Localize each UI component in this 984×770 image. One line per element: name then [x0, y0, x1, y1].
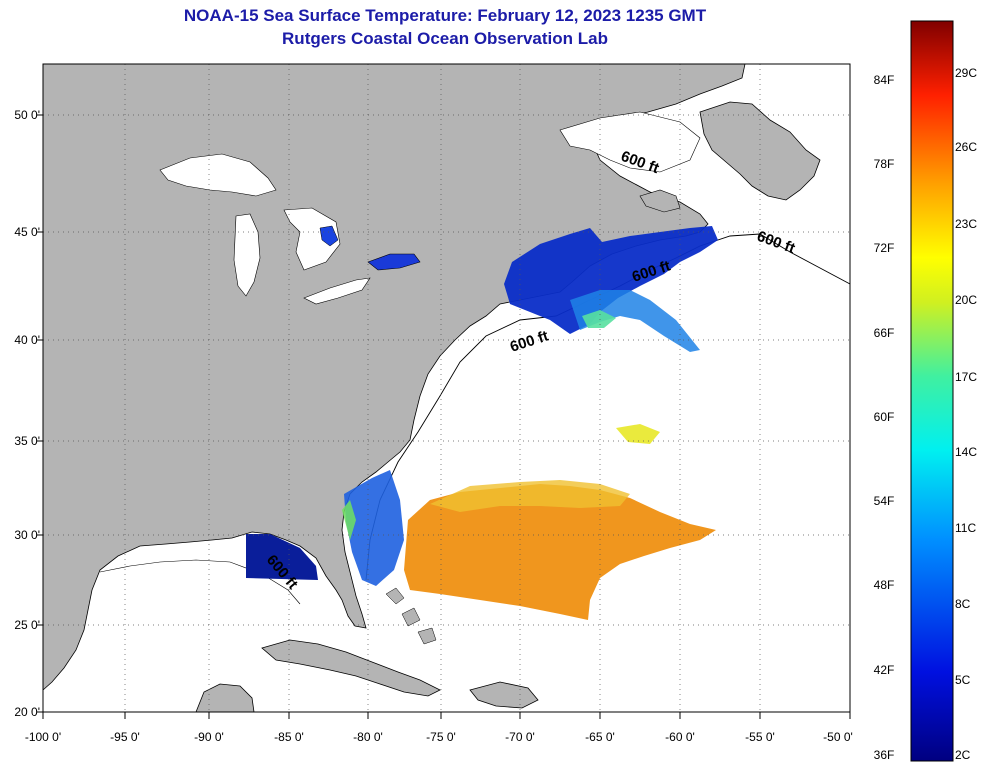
lon-tick-100: -100 0'	[24, 730, 62, 744]
cape-breton	[639, 189, 681, 213]
sst-warm-south-light	[430, 480, 630, 512]
sst-florida-coast	[344, 470, 404, 586]
lake-michigan	[233, 213, 261, 297]
colorbar-label-72f: 72F	[873, 241, 895, 255]
colorbar-label-20c: 20C	[955, 293, 978, 307]
lon-tick-70: -70 0'	[505, 730, 535, 744]
colorbar-label-78f: 78F	[873, 157, 895, 171]
colorbar	[910, 20, 954, 762]
sst-warm-south	[404, 484, 716, 620]
lake-ontario	[367, 253, 421, 271]
sst-gulf-cold-patch	[246, 534, 318, 580]
map-title: NOAA-15 Sea Surface Temperature: Februar…	[183, 6, 707, 25]
gulf-of-mexico-coast	[99, 559, 301, 605]
colorbar-label-11c: 11C	[955, 521, 977, 535]
lon-tick-50: -50 0'	[823, 730, 853, 744]
lat-lon-grid	[43, 64, 850, 712]
colorbar-label-26c: 26C	[955, 140, 978, 154]
colorbar-label-23c: 23C	[955, 217, 978, 231]
colorbar-label-5c: 5C	[955, 673, 971, 687]
colorbar-label-14c: 14C	[955, 445, 978, 459]
colorbar-label-48f: 48F	[873, 578, 895, 592]
colorbar-label-66f: 66F	[873, 326, 895, 340]
north-america-land	[43, 64, 746, 691]
hispaniola	[469, 681, 539, 709]
lon-tick-55: -55 0'	[745, 730, 775, 744]
lon-tick-95: -95 0'	[110, 730, 140, 744]
map-frame	[42, 63, 851, 713]
yucatan	[195, 683, 255, 712]
cuba	[261, 639, 441, 697]
sst-cold-northeast	[504, 226, 718, 334]
lon-tick-90: -90 0'	[194, 730, 224, 744]
colorbar-label-54f: 54F	[873, 494, 895, 508]
axis-ticks	[37, 114, 851, 719]
sst-greenish-northeast	[582, 310, 616, 328]
lat-tick-35: 35 0'	[14, 434, 40, 448]
lake-superior	[159, 153, 277, 197]
lat-tick-25: 25 0'	[14, 618, 40, 632]
georgian-bay	[319, 225, 339, 247]
colorbar-label-17c: 17C	[955, 370, 978, 384]
colorbar-label-36f: 36F	[873, 748, 895, 762]
lon-tick-75: -75 0'	[426, 730, 456, 744]
sst-mid-northeast	[570, 290, 700, 352]
lat-tick-30: 30 0'	[14, 528, 40, 542]
lake-huron	[283, 207, 341, 271]
colorbar-label-84f: 84F	[873, 73, 895, 87]
lat-tick-50: 50 0'	[14, 108, 40, 122]
lon-tick-60: -60 0'	[665, 730, 695, 744]
sst-florida-green	[342, 500, 356, 540]
colorbar-label-42f: 42F	[873, 663, 895, 677]
lake-erie	[303, 277, 371, 305]
bahamas	[385, 587, 437, 645]
lat-tick-45: 45 0'	[14, 225, 40, 239]
colorbar-label-60f: 60F	[873, 410, 895, 424]
lon-tick-85: -85 0'	[274, 730, 304, 744]
sst-yellow-patch	[616, 424, 660, 444]
colorbar-label-2c: 2C	[955, 748, 971, 762]
colorbar-label-29c: 29C	[955, 66, 978, 80]
lon-tick-65: -65 0'	[585, 730, 615, 744]
lat-tick-20: 20 0'	[14, 705, 40, 719]
gulf-of-st-lawrence	[559, 111, 701, 173]
map-subtitle: Rutgers Coastal Ocean Observation Lab	[282, 29, 608, 48]
colorbar-label-8c: 8C	[955, 597, 971, 611]
lat-tick-40: 40 0'	[14, 333, 40, 347]
lon-tick-80: -80 0'	[353, 730, 383, 744]
